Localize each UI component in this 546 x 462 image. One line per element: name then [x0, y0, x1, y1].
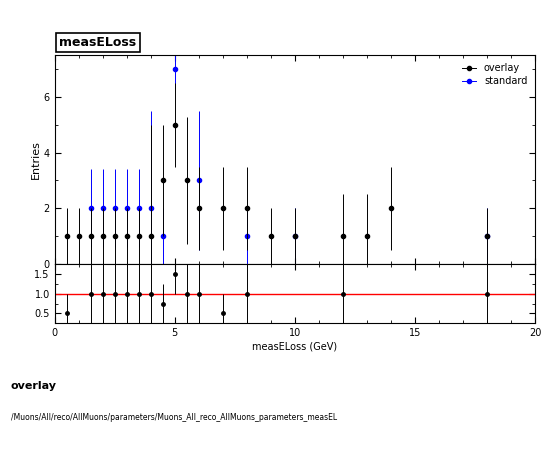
Text: /Muons/All/reco/AllMuons/parameters/Muons_All_reco_AllMuons_parameters_measEL: /Muons/All/reco/AllMuons/parameters/Muon… — [11, 413, 337, 422]
Y-axis label: Entries: Entries — [31, 140, 41, 179]
X-axis label: measELoss (GeV): measELoss (GeV) — [252, 341, 337, 351]
Text: overlay: overlay — [11, 381, 57, 391]
Text: measELoss: measELoss — [60, 36, 136, 49]
Legend: overlay, standard: overlay, standard — [459, 61, 530, 89]
